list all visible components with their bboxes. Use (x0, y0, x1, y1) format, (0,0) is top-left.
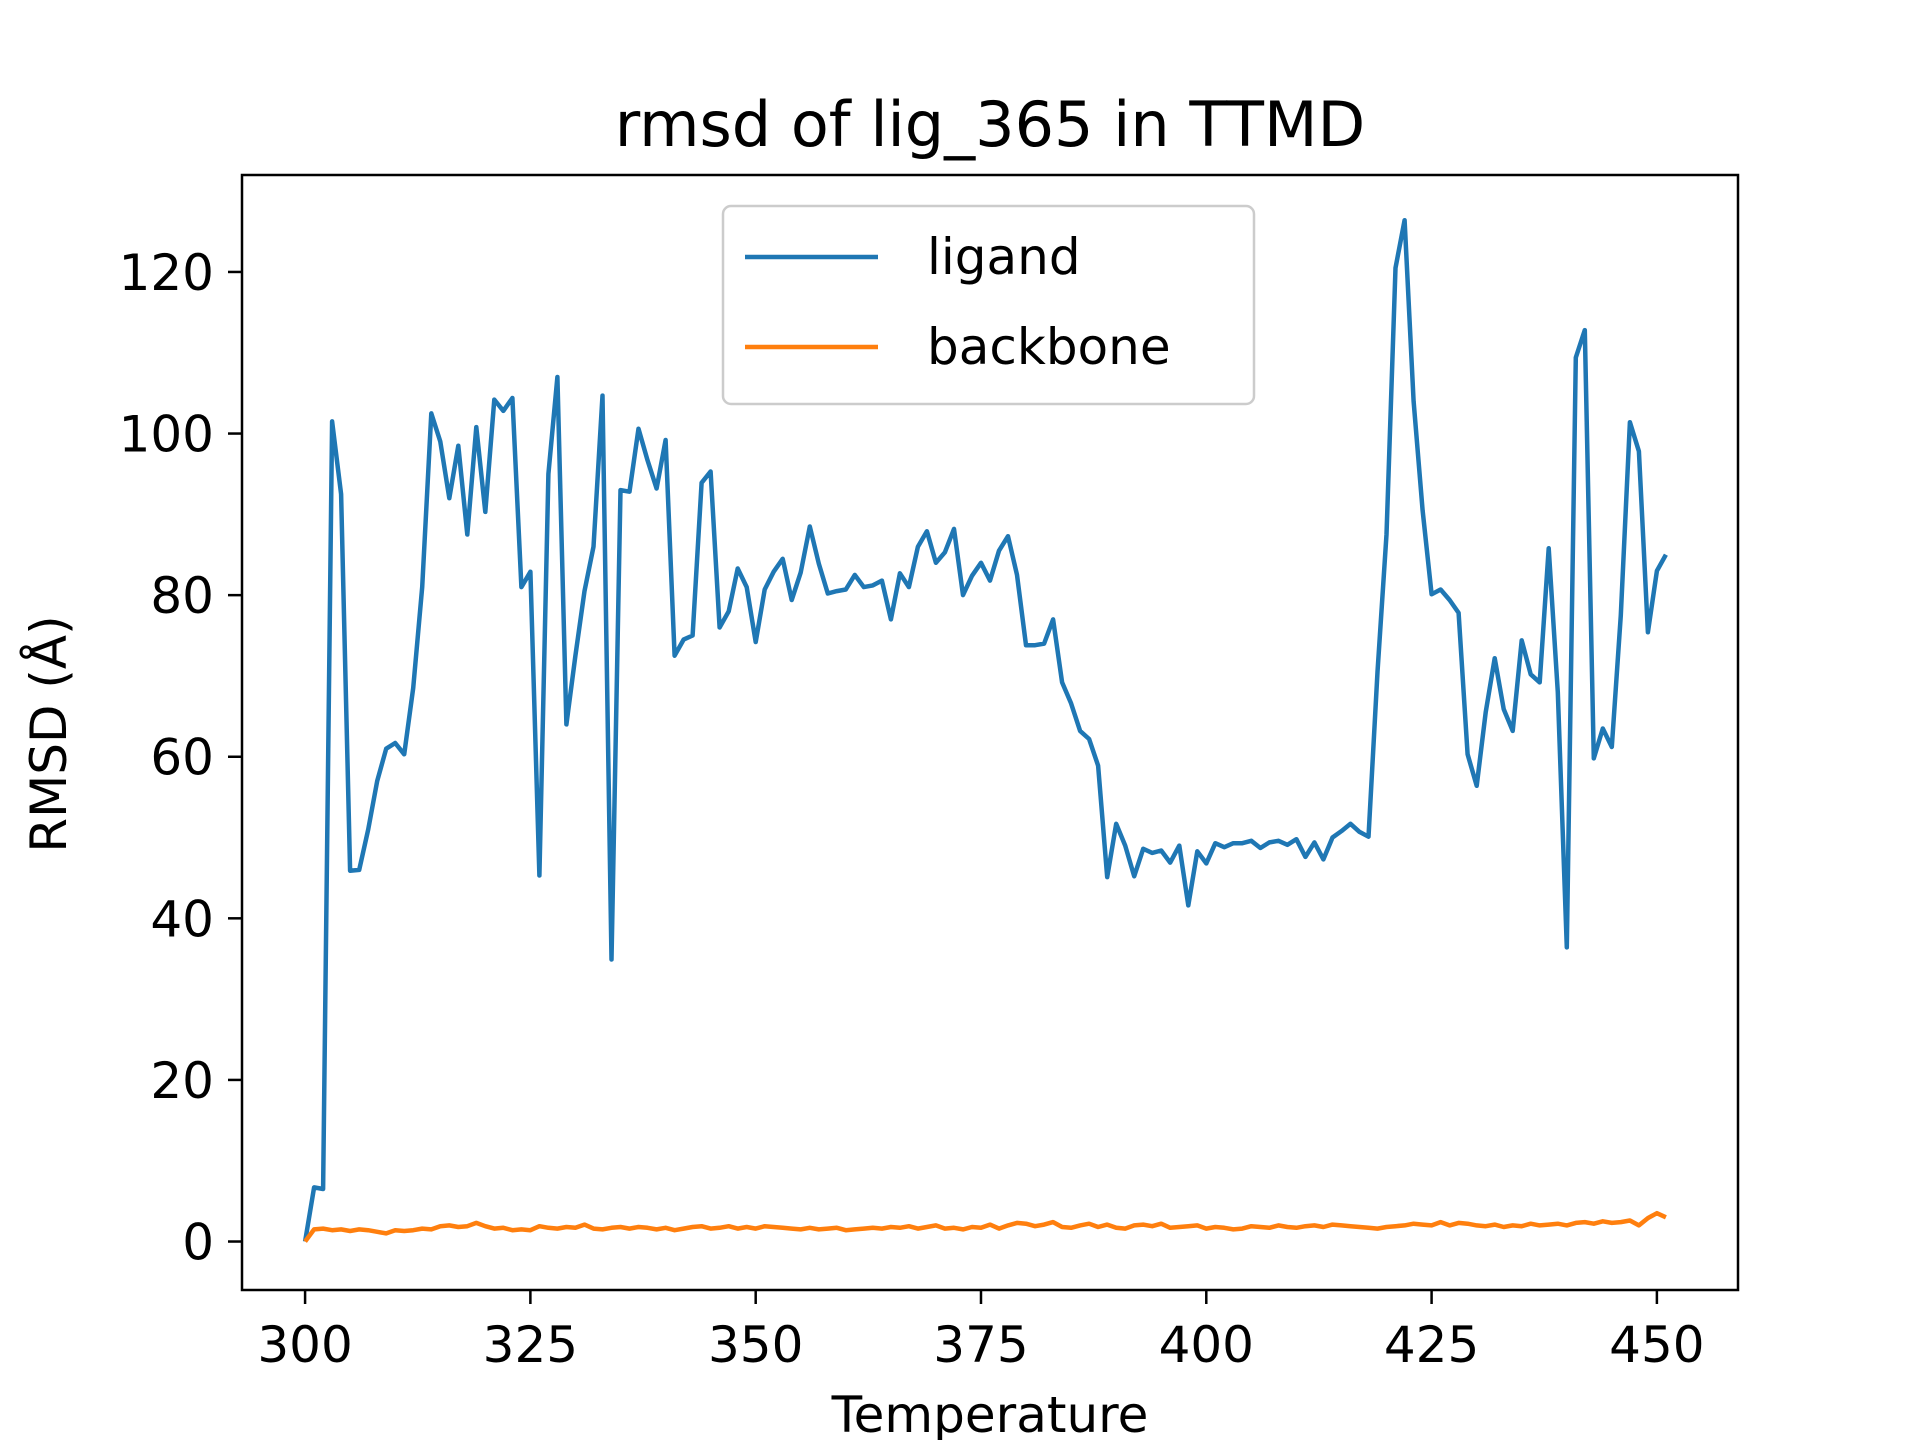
y-axis-label: RMSD (Å) (20, 615, 78, 852)
x-tick-label: 325 (483, 1316, 578, 1374)
x-tick-label: 450 (1609, 1316, 1704, 1374)
y-tick-label: 120 (119, 244, 214, 302)
x-tick-label: 350 (708, 1316, 803, 1374)
y-tick-label: 100 (119, 406, 214, 464)
y-tick-label: 0 (182, 1214, 214, 1272)
x-tick-label: 425 (1384, 1316, 1479, 1374)
series-line-ligand (302, 217, 1668, 1242)
legend: ligand backbone (721, 204, 1256, 406)
chart-title: rmsd of lig_365 in TTMD (615, 88, 1366, 161)
series-line-backbone (303, 1210, 1667, 1243)
legend-label-backbone: backbone (927, 318, 1171, 376)
y-tick-label: 80 (150, 567, 214, 625)
series-layer (302, 217, 1668, 1243)
x-tick-label: 300 (257, 1316, 352, 1374)
plot-area-frame (240, 173, 1740, 1292)
x-tick-label: 375 (933, 1316, 1028, 1374)
x-axis-ticks: 300 325 350 375 400 425 450 (257, 1290, 1705, 1374)
y-tick-label: 40 (150, 890, 214, 948)
y-tick-label: 60 (150, 729, 214, 787)
x-axis-label: Temperature (831, 1386, 1149, 1440)
y-axis-ticks: 0 20 40 60 80 100 120 (119, 244, 242, 1272)
legend-label-ligand: ligand (927, 228, 1081, 286)
x-tick-label: 400 (1159, 1316, 1254, 1374)
y-tick-label: 20 (150, 1052, 214, 1110)
